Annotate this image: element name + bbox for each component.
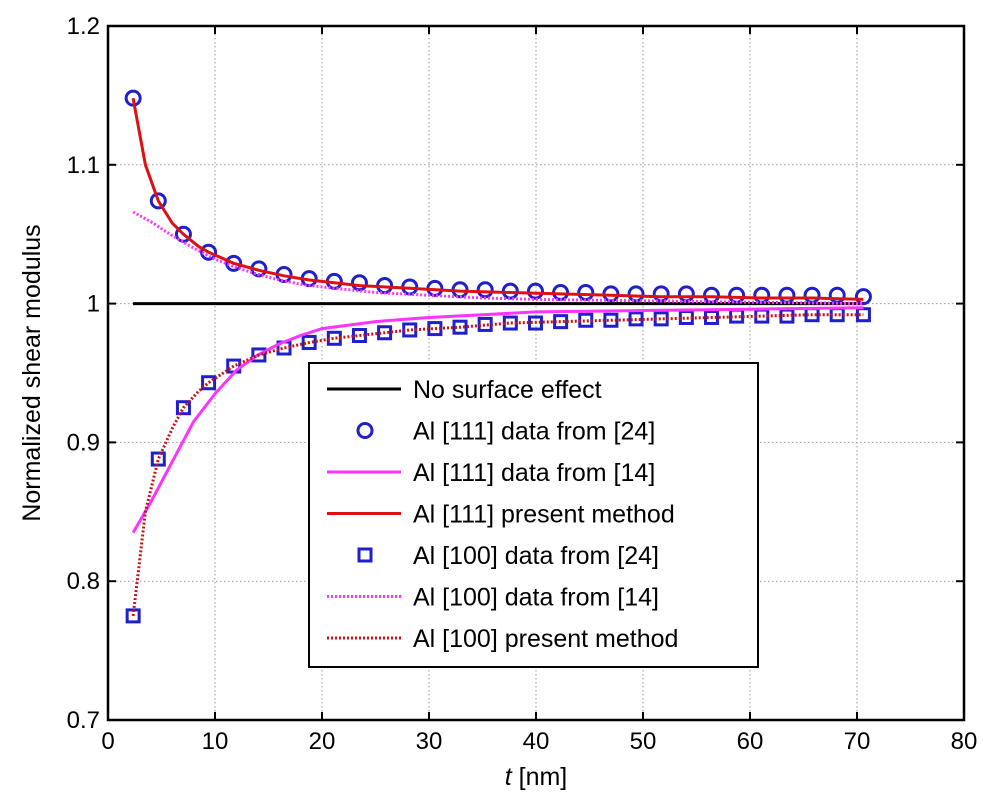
y-tick-label: 0.9 [67, 429, 100, 456]
tick-marks [107, 25, 965, 721]
data-point [175, 400, 191, 416]
legend-item: Al [100] data from [14] [327, 584, 659, 612]
data-point [603, 312, 619, 328]
data-point [703, 309, 719, 325]
x-tick-labels: 0 10 20 30 40 50 60 70 80 [101, 728, 977, 755]
legend-marker-swatch [356, 422, 374, 439]
data-point [778, 286, 796, 304]
legend-item: Al [100] present method [327, 625, 678, 653]
legend-label: Al [100] data from [24] [413, 542, 659, 570]
data-point [855, 307, 871, 323]
x-tick-label: 40 [523, 728, 550, 755]
data-point [527, 315, 543, 331]
data-point [350, 274, 368, 292]
y-tick-label: 0.8 [67, 568, 100, 595]
data-point [251, 347, 267, 363]
series-line [131, 306, 864, 534]
y-tick-label: 1 [87, 291, 100, 318]
x-tick-label: 30 [416, 728, 443, 755]
legend-label: Al [111] data from [14] [413, 459, 655, 487]
legend-label: Al [100] data from [14] [413, 584, 659, 612]
x-tick-label: 20 [309, 728, 336, 755]
legend-item: Al [111] data from [14] [327, 459, 655, 487]
data-point [174, 225, 192, 243]
series-line [131, 97, 864, 301]
y-tick-labels: 0.7 0.8 0.9 1 1.1 1.2 [67, 13, 100, 734]
data-point [351, 328, 367, 344]
data-point [201, 375, 217, 391]
data-point [628, 311, 644, 327]
x-tick-label: 10 [202, 728, 229, 755]
y-tick-label: 1.1 [67, 152, 100, 179]
legend-label: Al [100] present method [413, 625, 678, 653]
legend: No surface effect Al [111] data from [24]… [308, 362, 759, 668]
x-tick-label: 50 [630, 728, 657, 755]
legend-marker-swatch [357, 547, 373, 563]
x-tick-label: 70 [844, 728, 871, 755]
data-point [301, 334, 317, 350]
data-point [854, 288, 872, 306]
legend-label: Al [111] data from [24] [413, 418, 655, 446]
series-layer [124, 89, 872, 624]
series-al-100-present-method [131, 313, 864, 617]
data-point [526, 282, 544, 300]
legend-item: Al [111] present method [327, 501, 675, 529]
data-point [377, 325, 393, 341]
y-tick-label: 1.2 [67, 13, 100, 40]
data-point [677, 285, 695, 303]
y-tick-label: 0.7 [67, 707, 100, 734]
x-tick-label: 0 [101, 728, 114, 755]
x-axis-label: t [nm] [505, 763, 568, 791]
y-axis-label: Normalized shear modulus [18, 224, 46, 521]
data-point [452, 319, 468, 335]
legend-item: Al [111] data from [24] [356, 418, 655, 446]
x-axis-label-var: t [505, 763, 513, 791]
data-point [553, 314, 569, 330]
legend-item: Al [100] data from [24] [357, 542, 659, 570]
data-point [225, 254, 243, 272]
data-point [200, 243, 218, 261]
x-tick-label: 80 [951, 728, 978, 755]
series-al-111-data-from-14 [131, 306, 864, 534]
legend-label: No surface effect [413, 376, 602, 404]
series-al-111-present-method [131, 97, 864, 301]
legend-label: Al [111] present method [413, 501, 675, 529]
legend-item: No surface effect [327, 376, 602, 404]
x-axis-label-unit: [nm] [512, 763, 568, 791]
data-point [149, 192, 167, 210]
series-line [131, 313, 864, 617]
x-tick-label: 60 [737, 728, 764, 755]
